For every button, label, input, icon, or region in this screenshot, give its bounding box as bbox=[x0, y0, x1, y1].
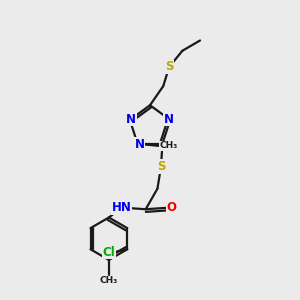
Text: N: N bbox=[126, 113, 136, 126]
Text: N: N bbox=[135, 138, 145, 151]
Text: HN: HN bbox=[112, 201, 131, 214]
Text: S: S bbox=[157, 160, 165, 173]
Text: N: N bbox=[164, 113, 174, 126]
Text: S: S bbox=[165, 61, 173, 74]
Text: O: O bbox=[167, 201, 177, 214]
Text: CH₃: CH₃ bbox=[160, 142, 178, 151]
Text: Cl: Cl bbox=[102, 246, 115, 259]
Text: methyl: methyl bbox=[161, 145, 166, 146]
Text: CH₃: CH₃ bbox=[100, 276, 118, 285]
